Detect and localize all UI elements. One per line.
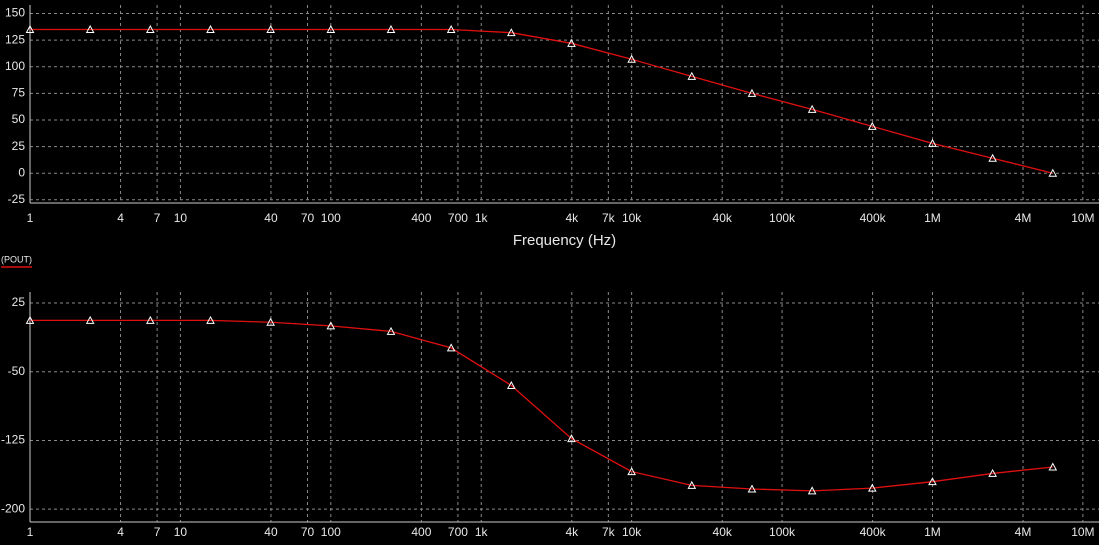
x-tick-label: 1k [475, 525, 489, 539]
x-tick-label: 1 [27, 211, 34, 225]
point-marker [567, 434, 576, 443]
point-marker [145, 24, 155, 33]
x-tick-label: 70 [301, 211, 315, 225]
y-tick-label: -200 [1, 501, 25, 515]
point-marker [25, 24, 35, 33]
point-marker [567, 38, 576, 47]
x-tick-label: 100 [321, 525, 341, 539]
point-marker [386, 326, 396, 335]
x-tick-label: 10 [174, 525, 188, 539]
x-tick-label: 4k [565, 211, 579, 225]
x-tick-label: 400 [411, 211, 431, 225]
point-marker [25, 315, 35, 324]
point-marker [687, 480, 697, 489]
x-tick-label: 1k [475, 211, 489, 225]
point-marker [506, 380, 516, 389]
x-tick-label: 100k [769, 525, 796, 539]
x-tick-label: 40k [713, 525, 733, 539]
point-marker [326, 321, 336, 330]
x-tick-label: 10k [622, 525, 642, 539]
x-tick-label: 4 [117, 525, 124, 539]
point-marker [747, 484, 757, 493]
point-marker [206, 315, 215, 324]
y-tick-label: 50 [12, 112, 26, 126]
x-tick-label: 40 [264, 525, 278, 539]
y-tick-label: 0 [18, 165, 25, 179]
x-tick-label: 1M [924, 211, 941, 225]
point-marker [928, 138, 937, 147]
y-tick-label: -50 [8, 364, 26, 378]
point-marker [1048, 462, 1058, 471]
y-tick-label: 125 [5, 32, 25, 46]
point-marker [326, 24, 336, 33]
point-marker [145, 315, 155, 324]
y-tick-label: 100 [5, 59, 25, 73]
y-tick-label: 25 [12, 295, 26, 309]
point-marker [867, 483, 877, 492]
point-marker [807, 104, 817, 113]
x-tick-label: 700 [448, 211, 468, 225]
point-marker [506, 28, 516, 37]
point-marker [807, 486, 817, 495]
y-tick-label: -125 [1, 433, 25, 447]
x-tick-label: 7k [602, 525, 616, 539]
x-tick-label: 100k [769, 211, 796, 225]
x-tick-label: 400k [860, 211, 887, 225]
x-axis-label: Frequency (Hz) [513, 232, 616, 249]
x-tick-label: 400k [860, 525, 887, 539]
point-marker [386, 24, 396, 33]
x-tick-label: 7k [602, 211, 616, 225]
y-tick-label: 25 [12, 139, 26, 153]
x-tick-label: 40k [713, 211, 733, 225]
point-marker [928, 477, 937, 486]
point-marker [446, 343, 456, 352]
x-tick-label: 4M [1015, 211, 1032, 225]
x-tick-label: 7 [154, 525, 161, 539]
x-tick-label: 4 [117, 211, 124, 225]
y-tick-label: 75 [12, 86, 26, 100]
point-marker [988, 468, 997, 477]
x-tick-label: 10k [622, 211, 642, 225]
point-marker [266, 24, 275, 33]
point-marker [747, 88, 757, 97]
point-marker [988, 153, 997, 162]
x-tick-label: 1M [924, 525, 941, 539]
point-marker [627, 467, 636, 476]
x-tick-label: 10 [174, 211, 188, 225]
x-tick-label: 4k [565, 525, 579, 539]
point-marker [206, 24, 215, 33]
x-tick-label: 10M [1071, 211, 1094, 225]
series-line [30, 319, 1053, 492]
x-tick-label: 400 [411, 525, 431, 539]
point-marker [627, 54, 636, 63]
x-tick-label: 70 [301, 525, 315, 539]
x-tick-label: 100 [321, 211, 341, 225]
x-tick-label: 700 [448, 525, 468, 539]
series-line [30, 28, 1053, 174]
point-marker [446, 24, 456, 33]
x-tick-label: 1 [27, 525, 34, 539]
point-marker [867, 121, 877, 130]
x-tick-label: 40 [264, 211, 278, 225]
y-tick-label: -25 [8, 192, 26, 206]
point-marker [1048, 168, 1058, 177]
x-tick-label: 4M [1015, 525, 1032, 539]
x-tick-label: 10M [1071, 525, 1094, 539]
legend-label: (POUT) [1, 254, 32, 264]
y-tick-label: 150 [5, 6, 25, 20]
x-tick-label: 7 [154, 211, 161, 225]
point-marker [85, 315, 95, 324]
point-marker [85, 24, 95, 33]
point-marker [266, 317, 275, 326]
point-marker [687, 71, 697, 80]
